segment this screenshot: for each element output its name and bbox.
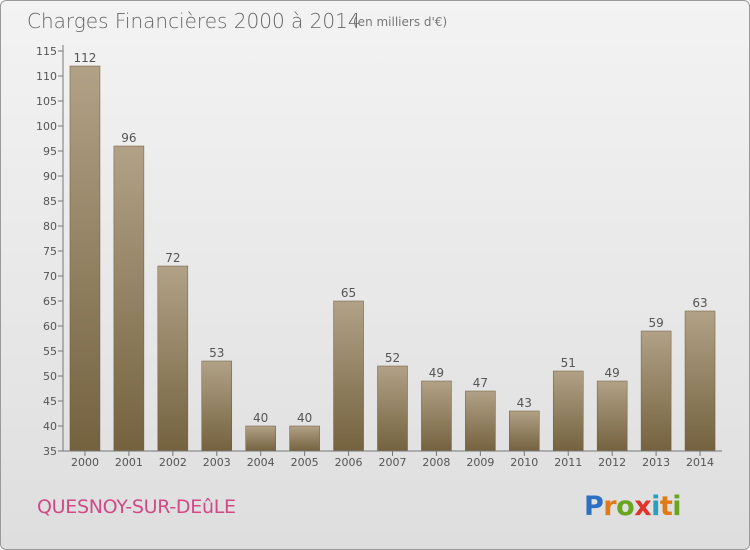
x-axis: 2000 2001 2002 2003 2004 2005 2006 2007 2008 2009… — [63, 450, 722, 469]
data-labels: 112 96 72 53 40 40 65 52 49 47 43 51 49 59 63 — [74, 51, 708, 425]
y-tick-label: 100 — [36, 120, 57, 133]
bars — [69, 65, 716, 452]
logo-letter: i — [651, 491, 660, 522]
x-tick-label: 2002 — [159, 456, 187, 469]
logo-letter: x — [634, 491, 652, 522]
chart-subtitle: (en milliers d'€) — [353, 15, 448, 29]
y-tick-label: 40 — [43, 420, 57, 433]
bar-value-label: 40 — [253, 411, 268, 425]
bar — [509, 410, 540, 452]
bar-chart: 35 40 45 50 55 60 65 70 75 80 85 90 95 100 105 110 115 1… — [36, 45, 722, 469]
bar-value-label: 47 — [473, 376, 488, 390]
y-tick-label: 50 — [43, 370, 57, 383]
bar — [157, 265, 189, 452]
y-tick-label: 35 — [43, 445, 57, 458]
chart-title: Charges Financières 2000 à 2014 — [27, 9, 361, 33]
proxiti-logo[interactable]: Proxiti — [584, 491, 682, 522]
bar — [377, 365, 408, 452]
x-tick-label: 2003 — [203, 456, 231, 469]
bar — [421, 380, 452, 452]
logo-letter: P — [584, 491, 604, 522]
y-tick-label: 90 — [43, 170, 57, 183]
bar-value-label: 51 — [561, 356, 576, 370]
bar-value-label: 49 — [605, 366, 620, 380]
logo-letter: o — [616, 491, 635, 522]
bar-value-label: 72 — [165, 251, 180, 265]
bar — [113, 145, 145, 452]
y-tick-label: 70 — [43, 270, 57, 283]
y-tick-label: 110 — [36, 70, 57, 83]
bar-value-label: 59 — [648, 316, 663, 330]
logo-letter: i — [672, 491, 682, 522]
bar — [465, 390, 496, 452]
bar — [552, 370, 584, 452]
bar — [69, 65, 101, 452]
bar — [640, 330, 672, 452]
bar-value-label: 65 — [341, 286, 356, 300]
y-tick-label: 45 — [43, 395, 57, 408]
x-tick-label: 2014 — [686, 456, 714, 469]
bar — [201, 360, 233, 452]
bar — [684, 310, 716, 452]
y-tick-label: 105 — [36, 95, 57, 108]
y-tick-label: 75 — [43, 245, 57, 258]
x-tick-label: 2004 — [247, 456, 275, 469]
bar-value-label: 43 — [517, 396, 532, 410]
x-tick-label: 2006 — [335, 456, 363, 469]
bar-value-label: 40 — [297, 411, 312, 425]
x-tick-label: 2000 — [71, 456, 99, 469]
x-tick-label: 2008 — [422, 456, 450, 469]
bar-value-label: 53 — [209, 346, 224, 360]
bar-value-label: 49 — [429, 366, 444, 380]
bar — [289, 425, 320, 452]
y-tick-label: 55 — [43, 345, 57, 358]
x-tick-label: 2012 — [598, 456, 626, 469]
y-tick-label: 80 — [43, 220, 57, 233]
bar — [245, 425, 276, 452]
logo-letter: r — [603, 491, 617, 522]
logo-letter: t — [659, 491, 673, 522]
y-axis: 35 40 45 50 55 60 65 70 75 80 85 90 95 100 105 110 115 — [36, 45, 64, 458]
bar-value-label: 52 — [385, 351, 400, 365]
y-tick-label: 65 — [43, 295, 57, 308]
bar-value-label: 96 — [121, 131, 136, 145]
x-tick-label: 2005 — [291, 456, 319, 469]
x-tick-label: 2007 — [379, 456, 407, 469]
y-tick-label: 115 — [36, 45, 57, 58]
y-tick-label: 95 — [43, 145, 57, 158]
y-tick-label: 85 — [43, 195, 57, 208]
bar-value-label: 112 — [74, 51, 97, 65]
bar — [333, 300, 364, 452]
bar-value-label: 63 — [692, 296, 707, 310]
bar — [596, 380, 628, 452]
x-tick-label: 2010 — [510, 456, 538, 469]
commune-name: QUESNOY-SUR-DEûLE — [37, 496, 236, 518]
x-tick-label: 2009 — [466, 456, 494, 469]
x-tick-label: 2011 — [554, 456, 582, 469]
x-tick-label: 2001 — [115, 456, 143, 469]
y-tick-label: 60 — [43, 320, 57, 333]
x-tick-label: 2013 — [642, 456, 670, 469]
